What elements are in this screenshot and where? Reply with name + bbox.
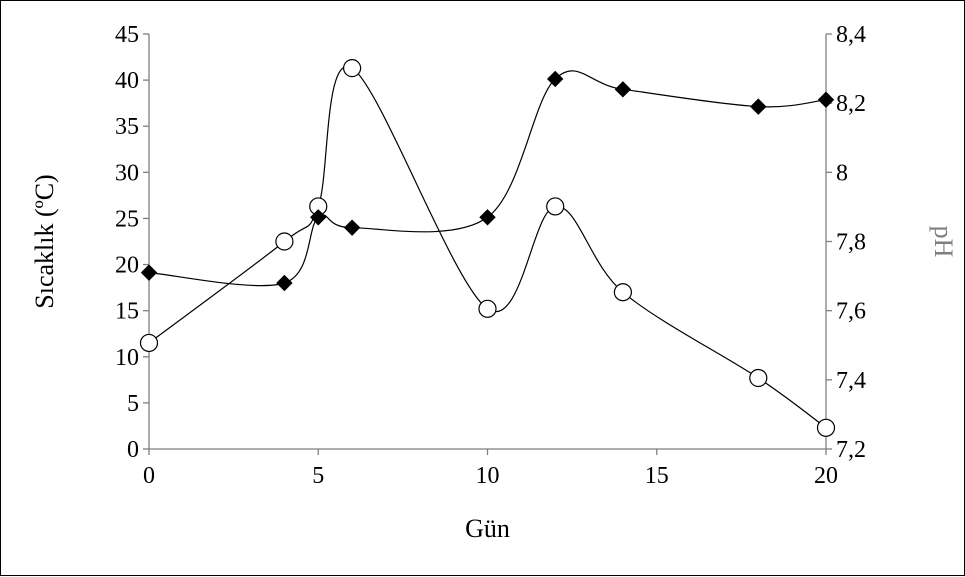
y2-tick-label: 7,8 [836, 230, 866, 256]
series-1-circle-marker [275, 232, 294, 251]
y-tick-label: 35 [115, 114, 139, 140]
series-2-diamond-marker [479, 209, 496, 226]
y2-tick-label: 8,2 [836, 91, 866, 117]
series-1-circle-marker [546, 197, 565, 216]
series-1-circle-marker [478, 299, 497, 318]
y2-axis-title: pH [929, 226, 958, 258]
x-tick-label: 15 [645, 463, 669, 489]
series-2-diamond-marker [343, 219, 361, 236]
series-2-line [148, 70, 827, 287]
y-tick-label: 20 [115, 253, 139, 279]
series-2-diamond-marker [276, 274, 293, 292]
series-2-diamond-marker [817, 91, 835, 108]
y2-tick-label: 7,2 [836, 437, 866, 463]
series-1-circle-marker [139, 333, 159, 353]
y-tick-label: 10 [115, 345, 139, 371]
x-tick-label: 20 [814, 463, 838, 489]
y-tick-label: 5 [127, 391, 139, 417]
series-1-circle-marker [749, 368, 768, 388]
y2-tick-label: 8 [836, 160, 848, 186]
series-2-diamond-marker [546, 70, 564, 88]
series-1-circle-marker [816, 418, 836, 437]
series-markers [139, 59, 836, 437]
tick-labels: 0 5 10 15 20 0 5 10 15 20 25 30 35 40 45 7,2 7,4 7,6 7,8 8 8… [115, 22, 866, 489]
x-axis-title: Gün [465, 514, 510, 543]
series-2-diamond-marker [310, 209, 327, 226]
axes [143, 33, 832, 455]
y-axis-title: Sıcaklık (ºC) [30, 174, 59, 308]
y-tick-label: 15 [115, 299, 139, 325]
y-tick-label: 25 [115, 206, 139, 232]
series-1-line [148, 65, 827, 429]
y-tick-label: 30 [115, 160, 139, 186]
x-tick-label: 5 [312, 463, 324, 489]
y2-tick-label: 7,4 [836, 368, 866, 394]
series-2-diamond-marker [140, 264, 158, 281]
series-1-circle-marker [613, 283, 633, 302]
series-1-circle-marker [343, 59, 362, 78]
y2-tick-label: 7,6 [836, 299, 866, 325]
series-2-diamond-marker [614, 81, 632, 98]
y-tick-label: 40 [115, 68, 139, 94]
series-lines [148, 65, 827, 429]
y2-tick-label: 8,4 [836, 22, 866, 48]
y-tick-label: 0 [127, 437, 139, 463]
x-tick-label: 0 [143, 463, 155, 489]
y-tick-label: 45 [115, 22, 139, 48]
x-tick-label: 10 [476, 463, 500, 489]
series-2-diamond-marker [750, 98, 767, 115]
